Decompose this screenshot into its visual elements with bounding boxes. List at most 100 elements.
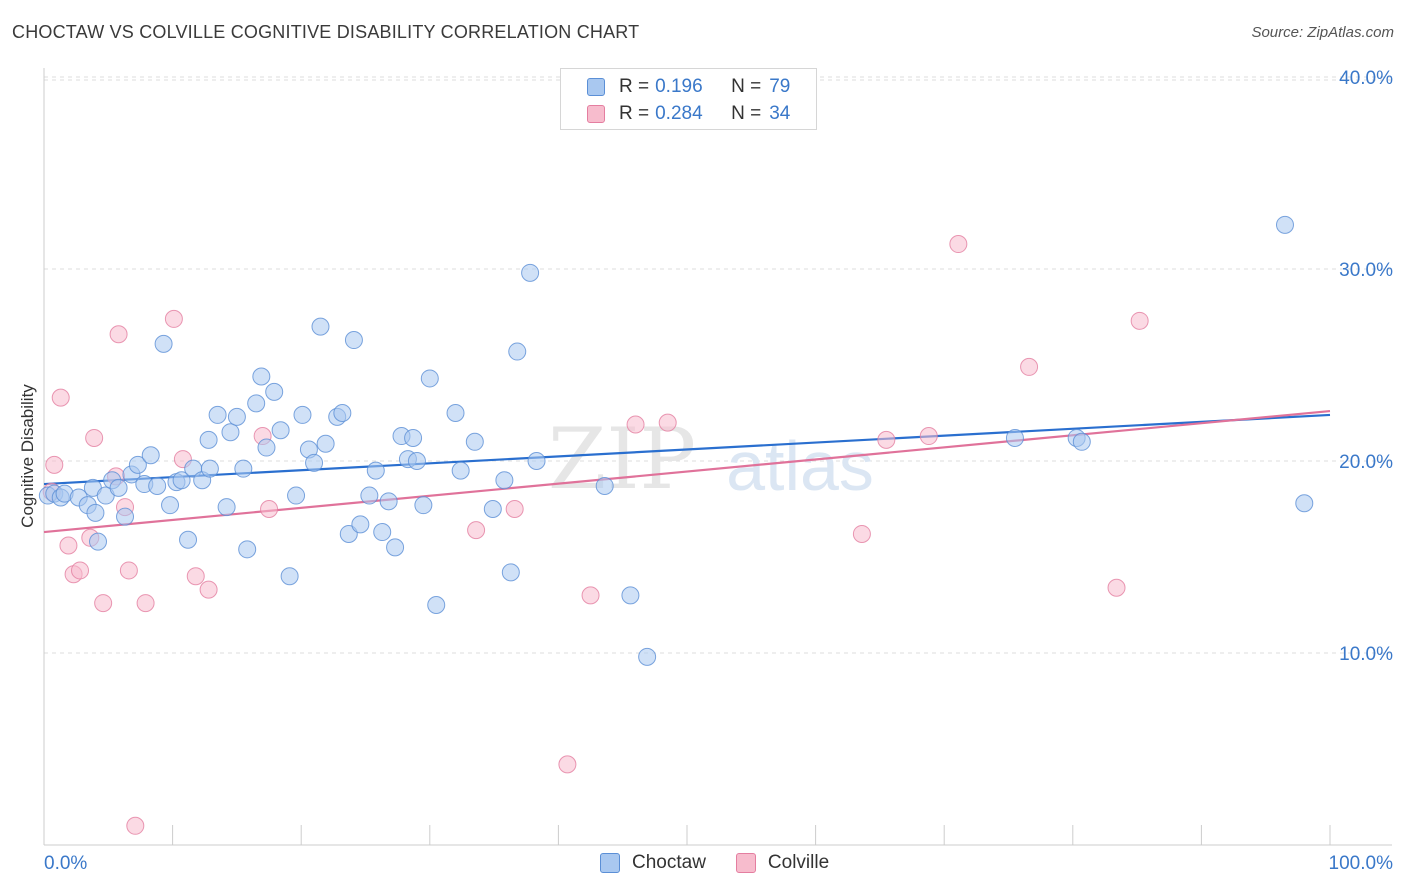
choctaw-point <box>333 404 352 422</box>
legend-item-colville: Colville <box>735 852 830 874</box>
choctaw-point <box>316 434 335 453</box>
colville-point <box>852 524 871 543</box>
choctaw-point <box>501 563 520 582</box>
colville-point <box>1130 311 1149 330</box>
choctaw-trend-line <box>43 413 1331 486</box>
colville-point <box>71 561 90 580</box>
colville-point <box>919 427 938 446</box>
choctaw-point <box>257 438 276 457</box>
colville-point <box>126 816 145 835</box>
colville-point <box>260 500 279 518</box>
colville-point <box>59 536 78 555</box>
choctaw-point <box>247 394 266 413</box>
colville-swatch <box>587 105 605 123</box>
chart-source: Source: ZipAtlas.com <box>1251 24 1394 41</box>
x-tick-label: 100.0% <box>1329 853 1394 874</box>
choctaw-point <box>446 404 465 422</box>
legend-label-colville: Colville <box>767 852 830 873</box>
choctaw-point <box>199 430 218 449</box>
choctaw-point <box>221 423 240 442</box>
y-tick-label: 10.0% <box>1339 644 1393 665</box>
colville-point <box>581 586 600 605</box>
axes <box>43 68 1392 846</box>
y-tick-label: 20.0% <box>1339 452 1393 473</box>
choctaw-point <box>373 523 392 542</box>
choctaw-point <box>1275 215 1294 234</box>
r-label: R = <box>619 103 650 124</box>
data-points <box>38 215 1314 835</box>
choctaw-point <box>404 428 423 447</box>
n-value: 79 <box>769 76 791 97</box>
legend-label-choctaw: Choctaw <box>632 852 706 873</box>
choctaw-point <box>179 530 198 549</box>
choctaw-point <box>414 496 433 515</box>
choctaw-point <box>227 407 246 426</box>
r-value: 0.196 <box>655 76 703 97</box>
choctaw-point <box>351 515 370 534</box>
choctaw-point <box>451 461 470 480</box>
colville-point <box>85 428 104 447</box>
choctaw-point <box>427 596 446 614</box>
choctaw-point <box>154 334 173 353</box>
choctaw-point <box>252 367 271 386</box>
choctaw-point <box>200 459 219 478</box>
grid-lines <box>44 76 1392 654</box>
choctaw-point <box>208 405 227 424</box>
colville-legend-swatch <box>735 853 756 873</box>
choctaw-point <box>280 567 299 586</box>
choctaw-point <box>638 647 657 666</box>
choctaw-point <box>265 382 284 401</box>
choctaw-point <box>344 331 363 350</box>
colville-point <box>45 455 64 474</box>
colville-point <box>626 415 645 434</box>
colville-point <box>94 594 113 613</box>
n-label: N = <box>731 76 762 97</box>
stats-legend: R = 0.196 N = 79 R = 0.284 N = 34 <box>560 68 817 130</box>
choctaw-point <box>595 476 614 495</box>
choctaw-swatch <box>587 78 605 96</box>
choctaw-point <box>521 263 540 282</box>
choctaw-point <box>621 586 640 605</box>
choctaw-point <box>238 540 257 559</box>
choctaw-point <box>148 476 167 495</box>
colville-point <box>1107 578 1126 597</box>
choctaw-legend-swatch <box>600 853 620 873</box>
choctaw-point <box>287 486 306 505</box>
chart-title: CHOCTAW VS COLVILLE COGNITIVE DISABILITY… <box>12 22 640 42</box>
choctaw-point <box>1295 494 1314 513</box>
choctaw-point <box>495 471 514 490</box>
choctaw-point <box>86 503 105 522</box>
choctaw-point <box>89 532 108 551</box>
legend-item-choctaw: Choctaw <box>600 852 706 874</box>
choctaw-point <box>1005 428 1024 447</box>
colville-point <box>949 235 968 254</box>
legend-row-choctaw: R = 0.196 N = 79 <box>587 75 790 99</box>
colville-trend-line <box>43 409 1331 534</box>
y-tick-label: 40.0% <box>1339 68 1393 89</box>
series-legend: Choctaw Colville <box>600 852 859 874</box>
colville-point <box>109 325 128 344</box>
y-tick-label: 30.0% <box>1339 260 1393 281</box>
n-label: N = <box>731 103 762 124</box>
choctaw-point <box>128 455 147 474</box>
choctaw-point <box>339 524 358 543</box>
colville-point <box>136 594 155 613</box>
choctaw-point <box>407 452 426 470</box>
colville-point <box>186 567 205 586</box>
choctaw-point <box>234 459 253 478</box>
colville-point <box>119 561 138 580</box>
choctaw-point <box>109 478 128 497</box>
choctaw-point <box>217 498 236 517</box>
colville-point <box>877 430 896 449</box>
choctaw-point <box>305 453 324 472</box>
n-value: 34 <box>769 103 791 124</box>
colville-point <box>199 580 218 599</box>
choctaw-point <box>379 492 398 511</box>
trend-lines <box>43 409 1331 534</box>
r-value: 0.284 <box>655 103 703 124</box>
r-label: R = <box>619 76 650 97</box>
choctaw-point <box>172 471 191 490</box>
choctaw-point <box>420 369 439 388</box>
choctaw-point <box>386 538 405 557</box>
